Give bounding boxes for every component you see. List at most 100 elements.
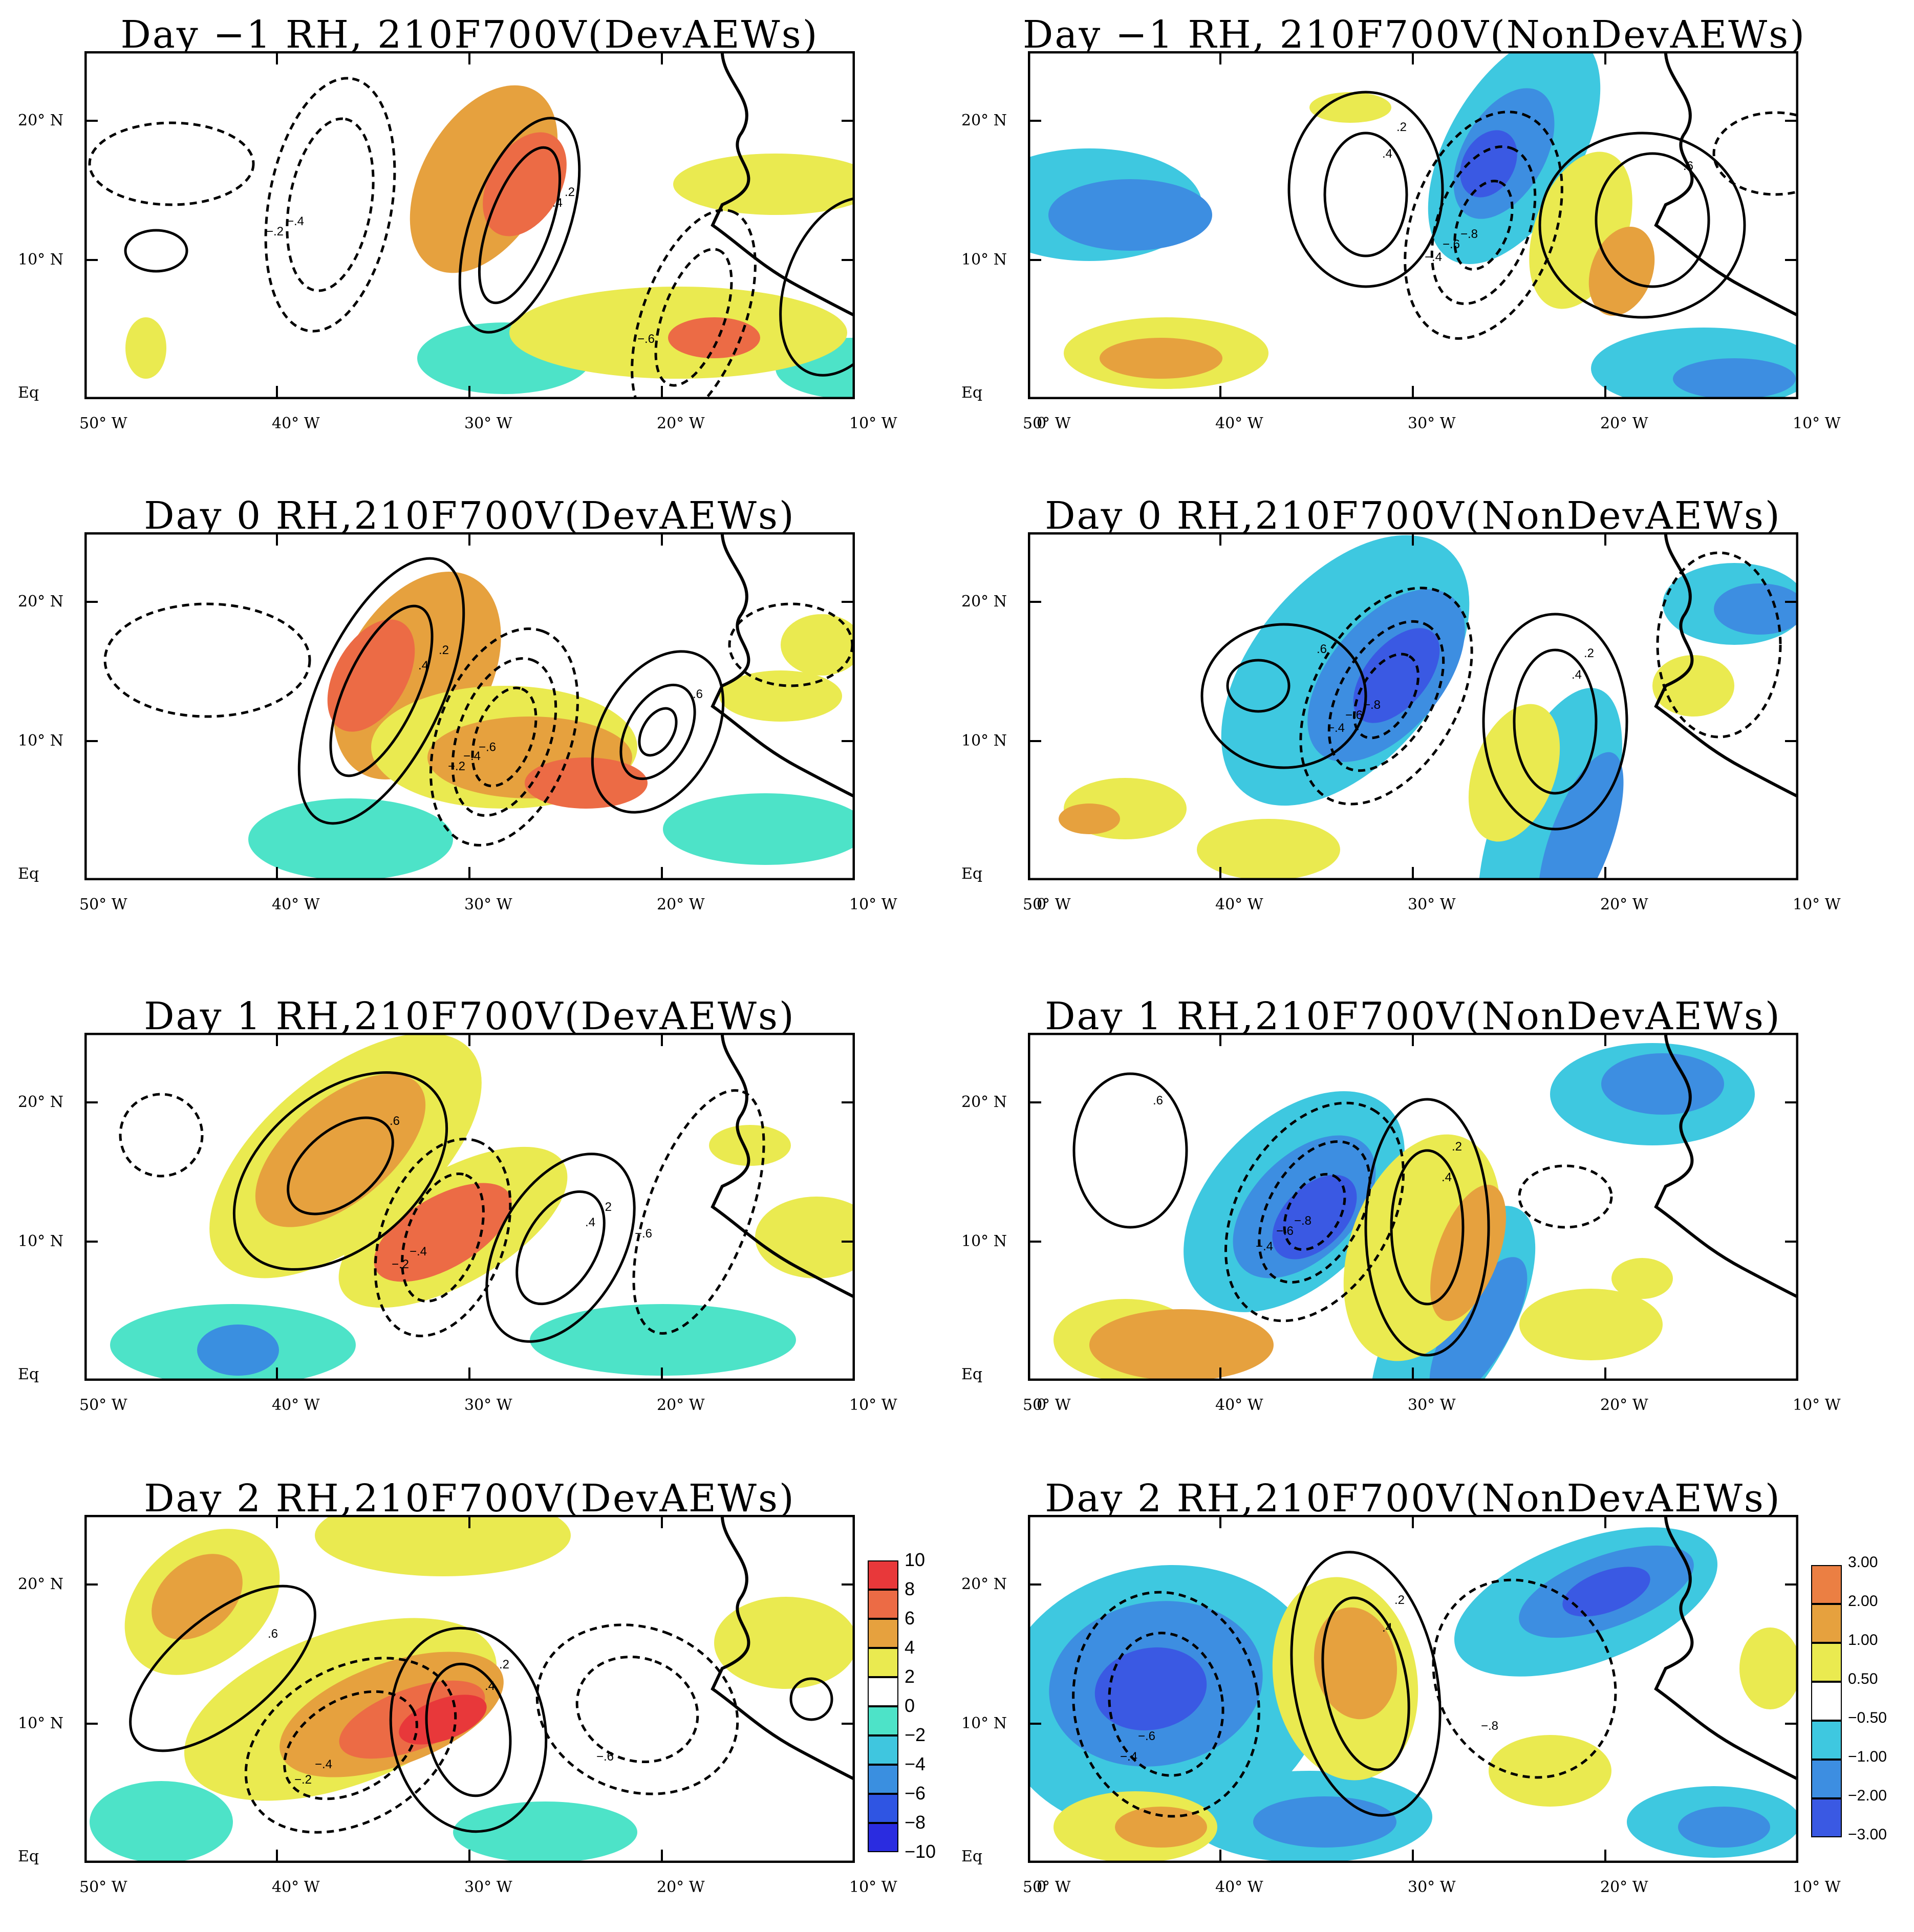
lon-label: 50° W [1023, 415, 1071, 432]
rh-negative-shading [1460, 130, 1517, 198]
negative-contour [1432, 1578, 1617, 1779]
rh-negative-shading [530, 1304, 796, 1376]
lat-label: Eq [18, 865, 39, 883]
colorbar-swatch [1811, 1682, 1842, 1721]
rh-negative-shading [1253, 1796, 1396, 1848]
positive-contour [1513, 648, 1598, 795]
rh-positive-shading [714, 1597, 855, 1689]
contour-label: −.4 [315, 1757, 332, 1771]
lon-label: 40° W [272, 1878, 320, 1896]
lon-label: 0 [1037, 896, 1047, 914]
contour-label: .6 [1317, 642, 1327, 656]
coastline [711, 532, 855, 799]
map-panel: .2.4.6−.2−.4−.6 [84, 51, 855, 399]
contour-label: −.2 [448, 759, 465, 773]
positive-contour [297, 557, 465, 825]
negative-contour [1072, 1591, 1260, 1818]
rh-negative-shading [1601, 1053, 1724, 1115]
rh-positive-shading [1314, 1607, 1397, 1720]
contour-label: .4 [485, 1679, 495, 1693]
positive-contour [1595, 152, 1710, 288]
colorbar-label: 10 [905, 1549, 926, 1570]
contour-label: .4 [585, 1215, 595, 1229]
lon-label: 20° W [1600, 1396, 1648, 1414]
contour-label: .6 [1153, 1094, 1163, 1108]
contour-label: −.2 [392, 1257, 409, 1271]
colorbar-label: −1.00 [1848, 1748, 1887, 1765]
rh-negative-shading [1429, 1257, 1528, 1381]
rh-positive-shading [1197, 819, 1340, 880]
positive-contour [1200, 623, 1367, 769]
negative-contour [1258, 1140, 1371, 1284]
lon-label: 30° W [464, 896, 512, 914]
rh-positive-shading [1611, 1258, 1673, 1299]
positive-contour [458, 117, 581, 334]
colorbar-swatch [1811, 1604, 1842, 1643]
contour-label: −.2 [266, 225, 284, 238]
positive-contour [287, 1116, 394, 1215]
contour-label: −.4 [1425, 250, 1442, 264]
lon-label: 50° W [1023, 896, 1071, 914]
negative-contour [471, 686, 537, 788]
lon-label: 0 [1037, 415, 1047, 432]
positive-contour [1538, 132, 1746, 319]
lon-label: 40° W [272, 1396, 320, 1414]
negative-contour [1224, 1101, 1405, 1322]
coastline [1654, 51, 1798, 318]
lat-label: Eq [18, 384, 39, 402]
lon-label: 40° W [1215, 1878, 1263, 1896]
negative-contour [1430, 145, 1537, 305]
lon-label: 10° W [1793, 896, 1841, 914]
rh-positive-shading [1089, 1309, 1274, 1381]
map-panel: .2 .4 .6 −.4−.6−.8 [1028, 1033, 1798, 1381]
negative-contour [429, 627, 579, 846]
contour-label: .2 [1396, 120, 1407, 134]
colorbar-label: −6 [905, 1782, 926, 1804]
positive-contour [329, 604, 434, 777]
panel-title: Day −1 RH, 210F700V(NonDevAEWs) [1023, 13, 1807, 57]
lon-label: 10° W [849, 415, 897, 432]
lon-label: 50° W [79, 1396, 127, 1414]
rh-positive-shading [1519, 1289, 1663, 1360]
contour-label: .4 [1382, 1621, 1392, 1635]
contour-label: −.6 [1345, 708, 1363, 722]
lat-label: Eq [961, 1848, 983, 1865]
contour-label: .2 [1394, 1593, 1405, 1607]
contour-label: −.4 [1120, 1750, 1137, 1764]
negative-contour [286, 117, 375, 292]
rh-negative-shading [1673, 358, 1796, 399]
rh-positive-shading [125, 317, 166, 379]
lon-label: 0 [1037, 1878, 1047, 1896]
positive-contour [389, 1626, 548, 1833]
lat-label: Eq [961, 1365, 983, 1383]
rh-positive-shading [1059, 804, 1120, 834]
colorbar-swatch [868, 1793, 898, 1823]
lon-label: 50° W [1023, 1396, 1071, 1414]
contour-label: −.4 [410, 1245, 427, 1258]
lat-label: 20° N [18, 1093, 63, 1111]
colorbar-label: −3.00 [1848, 1826, 1887, 1843]
negative-contour [119, 1093, 204, 1178]
lon-label: 0 [1037, 1396, 1047, 1414]
rh-positive-shading [525, 757, 648, 809]
colorbar-label: 6 [905, 1607, 915, 1629]
negative-contour [654, 248, 733, 387]
coastline [1654, 532, 1798, 799]
contour-label: −.6 [479, 741, 496, 754]
positive-contour [779, 197, 855, 377]
lon-label: 10° W [1793, 415, 1841, 432]
contour-label: −.6 [637, 332, 655, 346]
colorbar-swatch [868, 1589, 898, 1619]
lat-label: 10° N [18, 732, 63, 750]
contour-label: −.8 [1460, 227, 1478, 241]
rh-positive-shading [327, 619, 415, 732]
contour-label: −.6 [635, 1227, 652, 1241]
rh-positive-shading [315, 1515, 571, 1576]
rh-positive-shading [719, 670, 842, 722]
colorbar-label: 4 [905, 1636, 915, 1658]
lat-label: Eq [961, 865, 983, 883]
lon-label: 10° W [1793, 1396, 1841, 1414]
rh-negative-shading [1048, 179, 1212, 251]
lon-label: 40° W [272, 415, 320, 432]
positive-contour [124, 229, 188, 273]
